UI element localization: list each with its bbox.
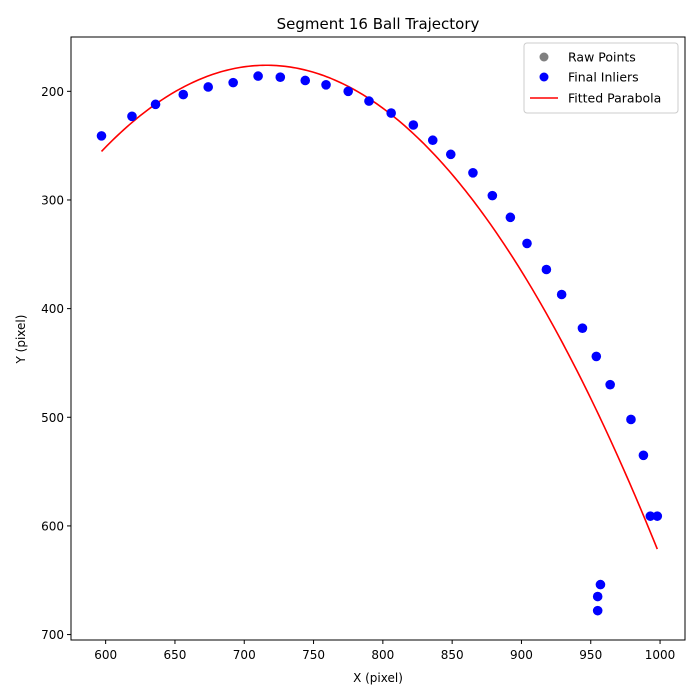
- plot-area: [96, 64, 663, 616]
- y-tick-label-600: 600: [41, 519, 64, 533]
- x-tick-label-650: 650: [163, 648, 186, 662]
- x-tick-label-900: 900: [510, 648, 533, 662]
- inlier-point-28: [652, 511, 663, 521]
- x-axis-ticks: 600 650 700 750 800 850 900 950 1000: [94, 640, 675, 662]
- inlier-point-0: [96, 131, 107, 141]
- inlier-point-16: [468, 168, 478, 178]
- legend-label-fitted-parabola: Fitted Parabola: [568, 91, 661, 106]
- inlier-point-4: [203, 82, 214, 92]
- y-tick-label-300: 300: [41, 193, 64, 207]
- x-tick-label-600: 600: [94, 648, 117, 662]
- legend-marker-raw-points: [539, 52, 549, 62]
- inlier-point-12: [386, 108, 396, 118]
- inlier-point-25: [626, 414, 636, 425]
- x-axis-label: X (pixel): [353, 671, 403, 685]
- inlier-point-31: [592, 605, 603, 616]
- chart-title: Segment 16 Ball Trajectory: [277, 15, 480, 33]
- x-tick-label-1000: 1000: [645, 648, 676, 662]
- legend-marker-final-inliers: [539, 72, 549, 82]
- inlier-point-2: [150, 99, 161, 110]
- inlier-point-18: [505, 212, 516, 223]
- x-tick-label-950: 950: [579, 648, 602, 662]
- inlier-point-23: [591, 351, 602, 362]
- legend-label-raw-points: Raw Points: [568, 50, 636, 65]
- inlier-point-9: [321, 80, 331, 90]
- inlier-point-30: [592, 591, 603, 602]
- inlier-point-8: [300, 75, 311, 86]
- inlier-point-17: [487, 190, 498, 201]
- inlier-point-13: [408, 120, 419, 130]
- inlier-point-15: [445, 149, 456, 160]
- y-axis-label: Y (pixel): [14, 315, 28, 365]
- x-tick-label-800: 800: [371, 648, 394, 662]
- inlier-point-14: [427, 135, 438, 146]
- fitted-parabola-line: [100, 64, 659, 550]
- inlier-point-24: [605, 379, 615, 390]
- inlier-point-26: [638, 450, 649, 461]
- plot-frame: [70, 36, 686, 641]
- x-tick-label-750: 750: [302, 648, 325, 662]
- inlier-points: [96, 71, 663, 616]
- legend: Raw Points Final Inliers Fitted Parabola: [523, 42, 679, 114]
- inlier-point-29: [595, 579, 606, 590]
- y-axis-ticks: 200 300 400 500 600 700: [41, 85, 71, 642]
- inlier-point-7: [275, 72, 286, 82]
- fit-layer: [100, 64, 659, 550]
- y-tick-label-200: 200: [41, 85, 64, 99]
- inlier-point-27: [645, 511, 656, 521]
- inlier-point-10: [343, 86, 354, 97]
- x-tick-label-700: 700: [233, 648, 256, 662]
- inlier-point-21: [556, 289, 567, 300]
- inlier-point-20: [541, 264, 552, 275]
- legend-label-final-inliers: Final Inliers: [568, 70, 639, 85]
- inlier-point-19: [522, 238, 532, 249]
- inlier-point-22: [577, 323, 588, 333]
- legend-box: [523, 42, 679, 114]
- x-tick-label-850: 850: [441, 648, 464, 662]
- y-tick-label-400: 400: [41, 302, 64, 316]
- inlier-point-3: [178, 89, 189, 100]
- inlier-point-11: [364, 96, 374, 106]
- inlier-point-6: [253, 71, 263, 81]
- inlier-point-5: [228, 77, 238, 88]
- y-tick-label-700: 700: [41, 628, 64, 642]
- inlier-point-1: [127, 111, 137, 122]
- y-tick-label-500: 500: [41, 411, 64, 425]
